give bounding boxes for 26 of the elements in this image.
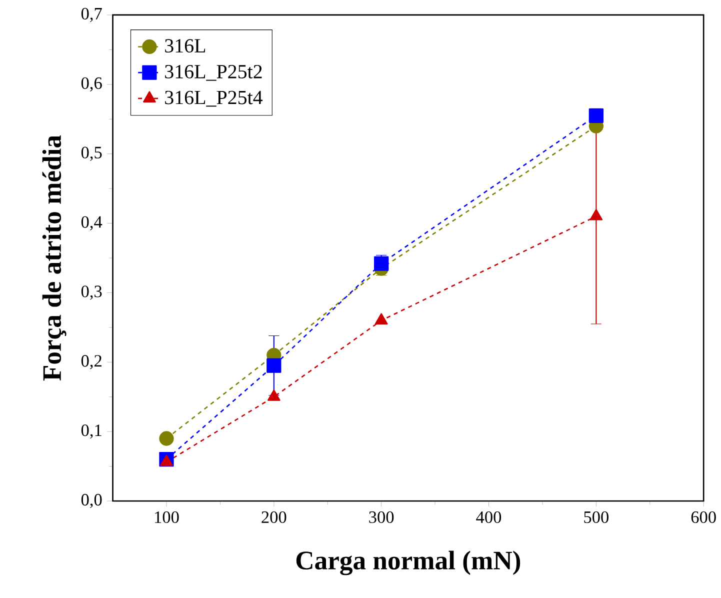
y-tick-label: 0,6: [81, 77, 102, 92]
y-tick-label: 0,0: [81, 494, 102, 508]
point: [374, 313, 388, 325]
x-tick-label: 200: [262, 511, 286, 524]
legend-label: 316L_P25t2: [165, 65, 262, 81]
point: [159, 431, 174, 446]
x-tick-label: 600: [691, 511, 716, 524]
legend-label: 316L_P25t4: [165, 90, 263, 107]
y-tick-label: 0,2: [81, 355, 102, 370]
point: [374, 256, 389, 271]
legend-label: 316L: [165, 39, 206, 53]
y-tick-label: 0,1: [81, 424, 102, 439]
x-tick-label: 300: [369, 511, 394, 524]
x-tick-label: 100: [155, 511, 179, 524]
x-axis-title: Carga normal (mN): [296, 550, 520, 576]
y-axis-title: Força de atrito média: [42, 135, 66, 381]
y-tick-label: 0,7: [81, 8, 102, 22]
point: [588, 108, 604, 124]
point: [267, 390, 280, 401]
y-tick-label: 0,3: [81, 286, 102, 300]
point: [590, 209, 603, 220]
y-tick-label: 0,5: [81, 146, 102, 162]
point: [266, 358, 282, 374]
x-tick-label: 400: [476, 511, 502, 524]
y-tick-label: 0,4: [81, 216, 102, 230]
x-tick-label: 500: [584, 511, 608, 524]
